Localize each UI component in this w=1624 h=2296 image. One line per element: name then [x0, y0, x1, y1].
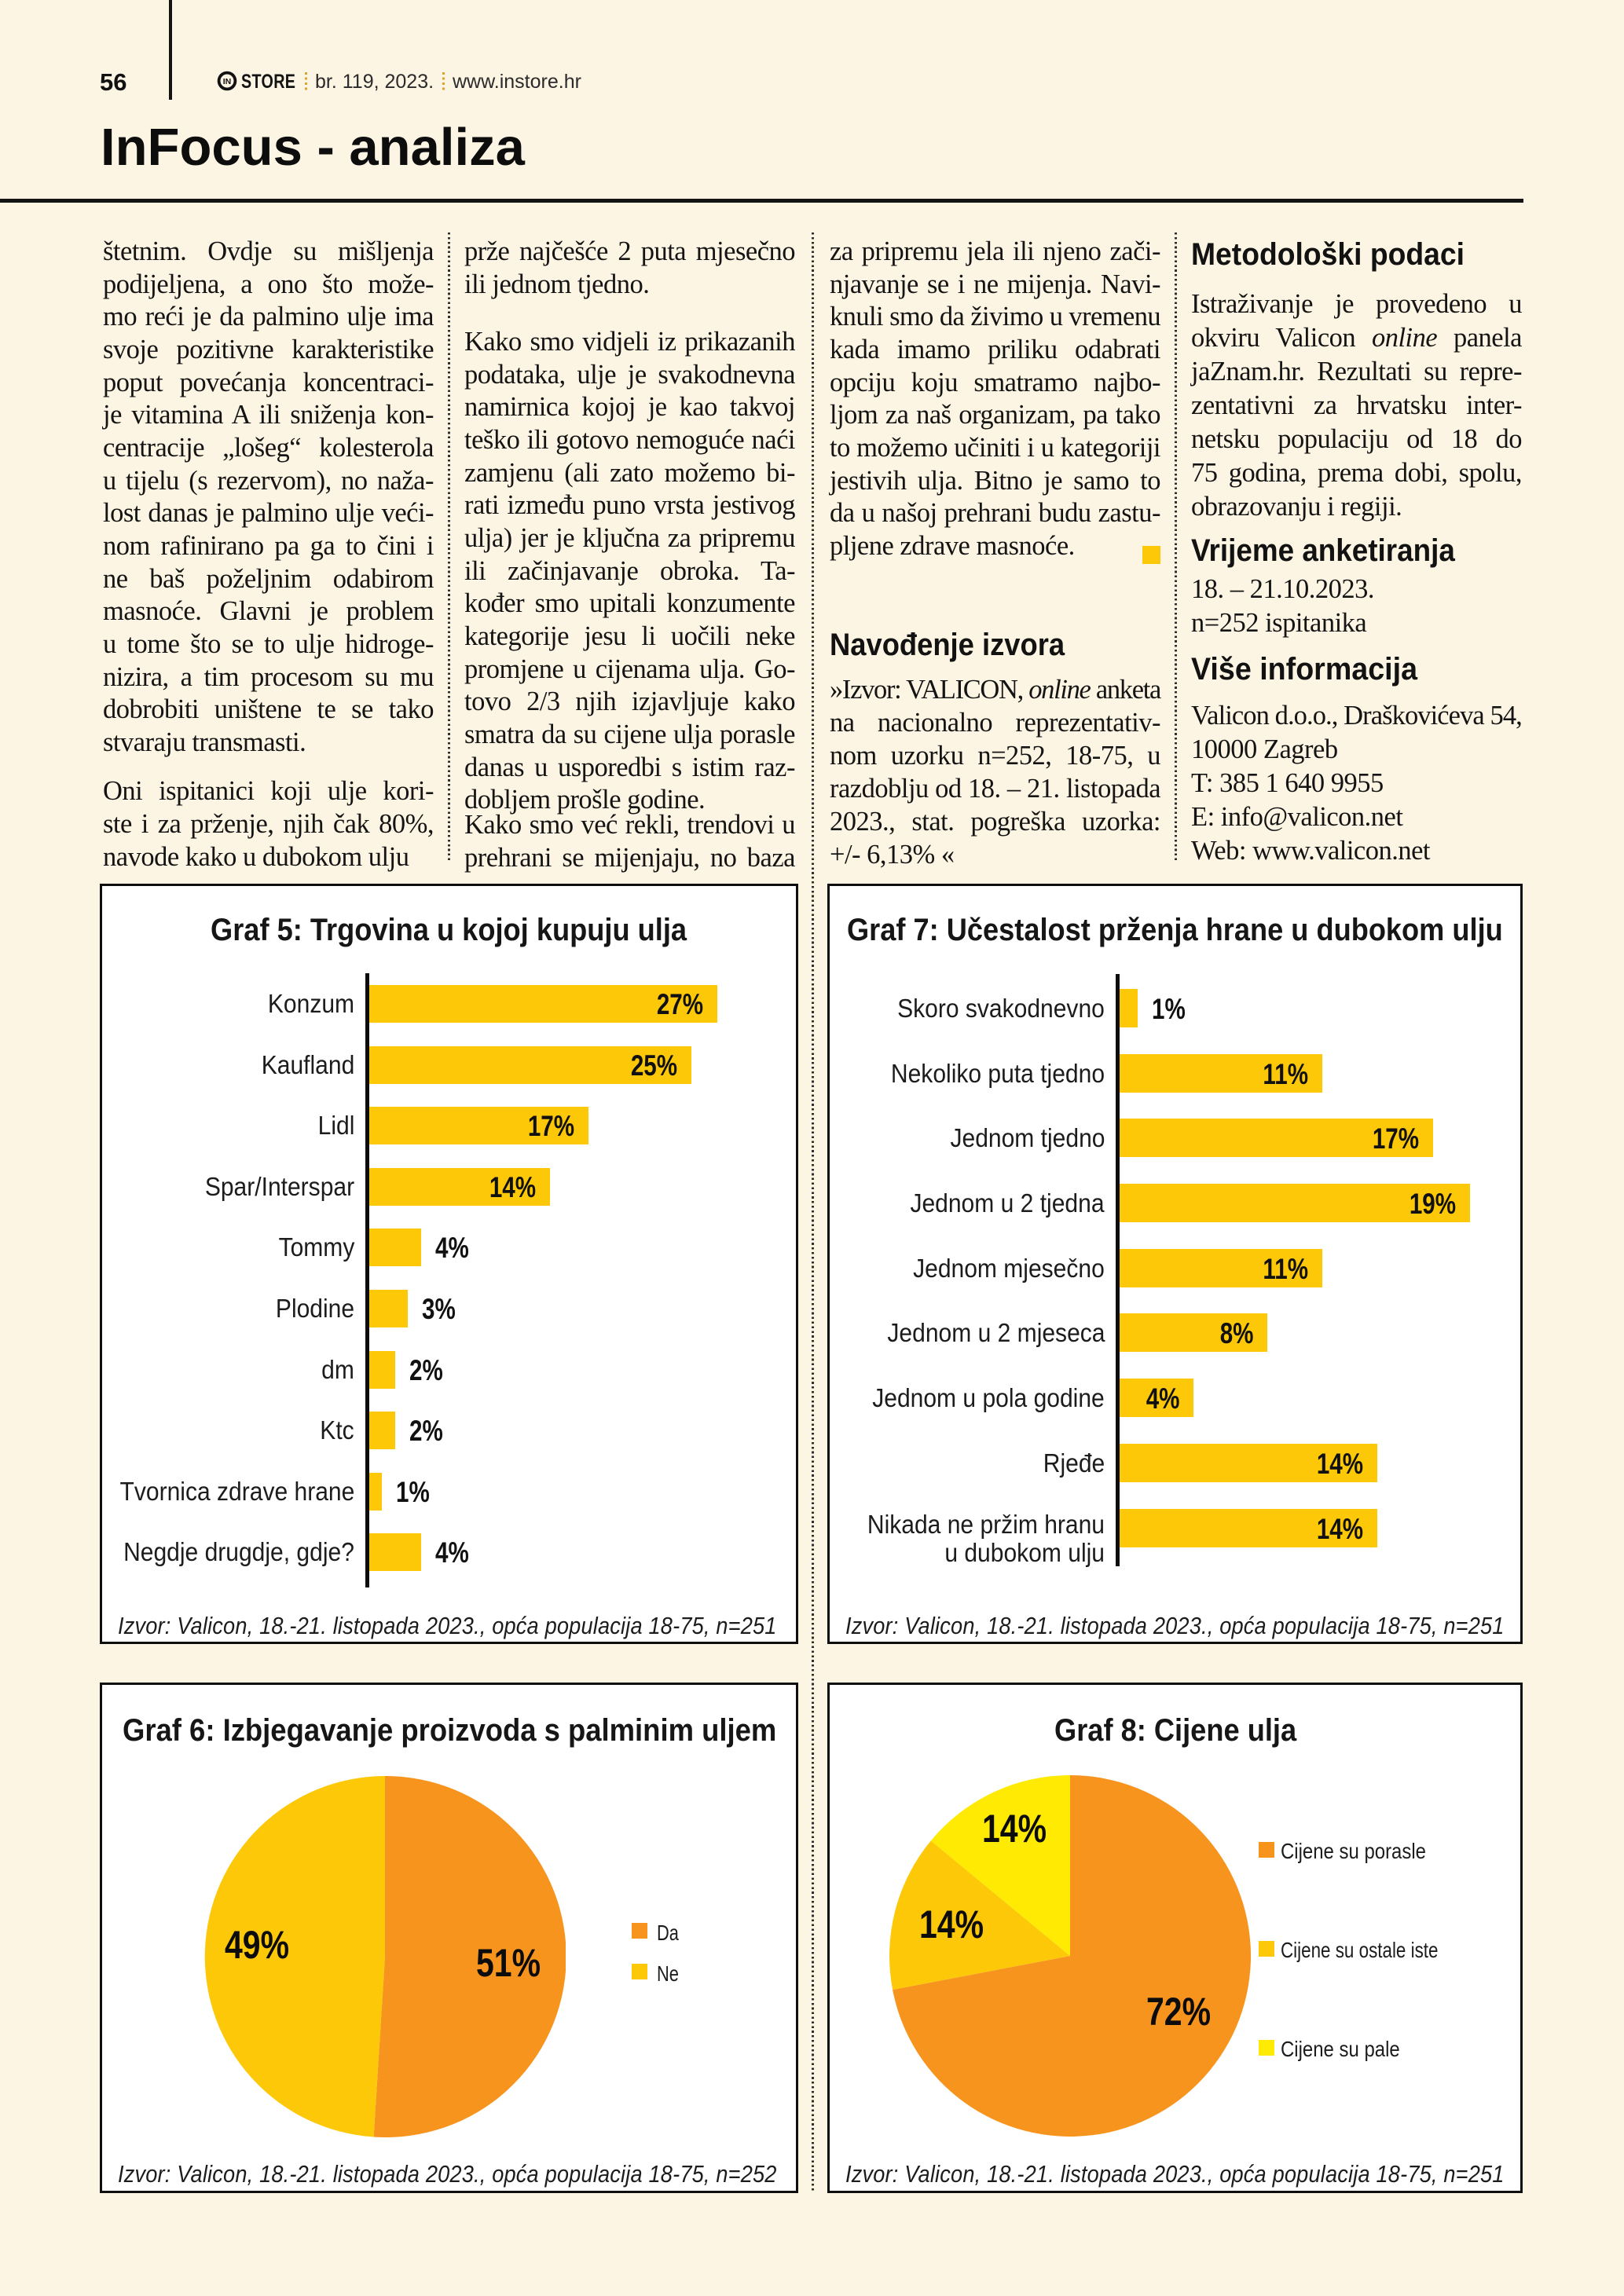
svg-text:IN: IN: [223, 77, 232, 86]
